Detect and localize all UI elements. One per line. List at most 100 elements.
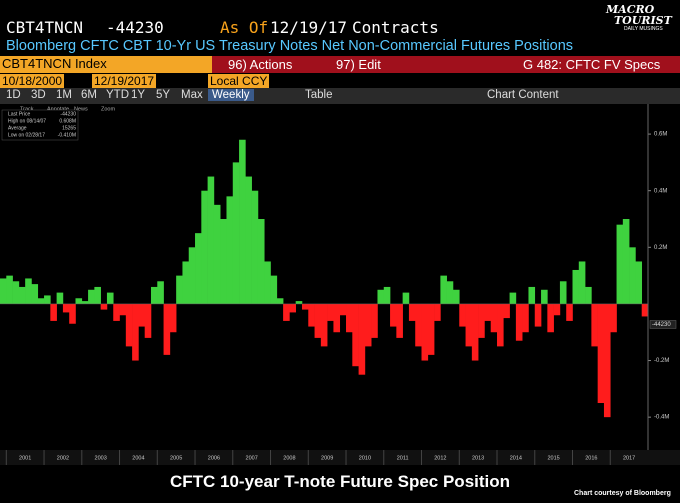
x-tick-label: 2007 [246, 455, 258, 461]
x-tick-label: 2014 [510, 455, 522, 461]
bar [547, 303, 554, 333]
bar [465, 303, 473, 347]
period-tab[interactable]: 1Y [131, 89, 146, 101]
legend-label: High on 08/14/07 [8, 118, 46, 124]
bar [339, 303, 347, 316]
legend-value: 0.608M [59, 118, 76, 124]
x-tick-label: 2005 [170, 455, 182, 461]
tab-bar [0, 88, 680, 104]
bar [75, 298, 83, 304]
bar [44, 295, 51, 304]
bar [515, 303, 523, 341]
y-tick-label: -0.2M [654, 358, 669, 364]
bar [490, 303, 498, 333]
bar [509, 292, 517, 304]
bar [629, 247, 636, 304]
actions-menu[interactable]: 96) Actions [228, 57, 293, 72]
period-tab[interactable]: 1M [56, 89, 72, 101]
bar [333, 303, 341, 333]
bar [251, 190, 259, 304]
bar [440, 275, 447, 304]
bar [6, 275, 13, 304]
bar [534, 303, 542, 327]
bar [69, 303, 76, 324]
bar [245, 176, 252, 304]
as-of-date: 12/19/17 [270, 18, 348, 37]
bar [559, 281, 567, 304]
y-tick-label: 0.2M [654, 245, 667, 251]
bar [195, 233, 202, 304]
x-tick-label: 2002 [57, 455, 69, 461]
period-tab[interactable]: Max [181, 89, 203, 101]
bar [459, 303, 466, 327]
bar [163, 303, 171, 355]
bar [226, 196, 234, 304]
logo: TOURIST [614, 14, 672, 27]
bar [327, 303, 334, 321]
end-date[interactable]: 12/19/2017 [92, 74, 157, 88]
legend-label: Last Price [8, 111, 30, 117]
description: Bloomberg CFTC CBT 10-Yr US Treasury Not… [6, 38, 574, 54]
bar [144, 303, 152, 338]
legend-value: -0.410M [58, 132, 76, 138]
bar [295, 301, 303, 304]
bar [169, 303, 177, 333]
footer-title: CFTC 10-year T-note Future Spec Position [169, 472, 511, 491]
period-tab[interactable]: 5Y [156, 89, 171, 101]
bar [201, 190, 208, 304]
period-tab[interactable]: YTD [106, 89, 129, 101]
credit: Chart courtesy of Bloomberg [574, 490, 671, 497]
bar [610, 303, 617, 333]
period-tab[interactable]: 3D [31, 89, 46, 101]
bar [346, 303, 353, 333]
period-tab[interactable]: 6M [81, 89, 97, 101]
units: Contracts [352, 18, 439, 37]
x-tick-label: 2006 [208, 455, 220, 461]
bar [578, 261, 586, 304]
bar [88, 289, 95, 304]
bar [207, 176, 215, 304]
bar [232, 162, 240, 304]
bar [113, 303, 120, 321]
security[interactable]: CBT4TNCN Index [0, 56, 212, 73]
bar [283, 303, 290, 321]
chart: Track Annotate News Zoom Last Price -44230 Hig… [0, 104, 680, 465]
x-tick-label: 2016 [585, 455, 597, 461]
bar [641, 303, 649, 317]
x-tick-label: 2003 [95, 455, 107, 461]
bar [390, 303, 397, 327]
start-date[interactable]: 10/18/2000 [0, 74, 65, 88]
bar [50, 303, 57, 321]
bar [503, 303, 510, 319]
y-tick-label: 0.4M [654, 188, 667, 194]
x-tick-label: 2011 [397, 455, 409, 461]
bar [62, 303, 70, 313]
x-tick-label: 2010 [359, 455, 371, 461]
bar [320, 303, 328, 347]
bar [497, 303, 504, 347]
period-tab[interactable]: 1D [6, 89, 21, 101]
x-tick-label: 2017 [623, 455, 635, 461]
legend-value: -44230 [60, 111, 76, 117]
currency[interactable]: Local CCY [208, 74, 270, 88]
chart-tool: Zoom [101, 106, 115, 112]
bar [213, 204, 221, 304]
x-tick-label: 2012 [434, 455, 446, 461]
table-tab[interactable]: Table [305, 89, 333, 101]
bar [12, 281, 20, 304]
bar [352, 303, 359, 367]
x-tick-label: 2013 [472, 455, 484, 461]
frequency[interactable]: Weekly [208, 89, 254, 101]
bar [421, 303, 429, 361]
bar [471, 303, 479, 361]
bar [541, 289, 548, 304]
legend-label: Low on 02/28/17 [8, 132, 45, 138]
bar [270, 275, 278, 304]
chart-content[interactable]: Chart Content [487, 89, 559, 101]
x-tick-label: 2001 [19, 455, 31, 461]
edit-menu[interactable]: 97) Edit [336, 57, 381, 72]
bar [358, 303, 366, 375]
x-tick-label: 2015 [548, 455, 560, 461]
last-price-label: -44230 [652, 322, 671, 328]
